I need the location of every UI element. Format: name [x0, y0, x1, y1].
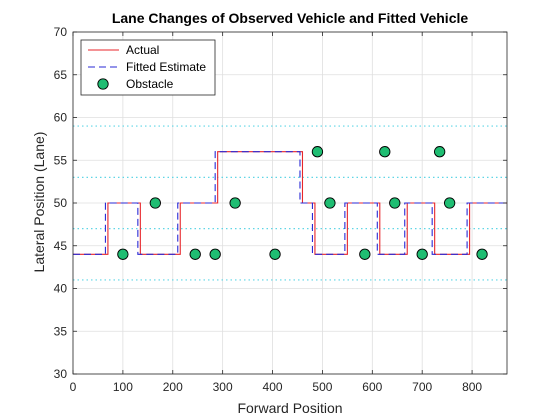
legend-fitted-estimate-label: Fitted Estimate	[126, 60, 206, 74]
legend-obstacle-label: Obstacle	[126, 77, 174, 91]
y-tick-label: 65	[54, 68, 68, 82]
tick-marks: 0 100 200 300 400 500 600 700 800 30 35 40 45 50 55 60 6…	[54, 25, 507, 394]
obstacle-point	[434, 146, 446, 158]
x-tick-label: 800	[462, 380, 482, 394]
lane-boundary-lines	[73, 125, 507, 281]
series-actual-line	[73, 151, 507, 255]
x-tick-label: 0	[70, 380, 77, 394]
obstacle-point	[149, 197, 161, 209]
plot-area: 0 100 200 300 400 500 600 700 800 30 35 40 45 50 55 60 6…	[54, 25, 508, 394]
x-tick-label: 200	[163, 380, 183, 394]
y-tick-label: 45	[54, 239, 68, 253]
obstacle-point	[229, 197, 241, 209]
x-axis-label: Forward Position	[237, 400, 342, 416]
legend-obstacle-swatch	[97, 78, 109, 90]
series-layer	[73, 146, 507, 260]
x-tick-label: 400	[263, 380, 283, 394]
y-axis-label: Lateral Position (Lane)	[31, 132, 47, 273]
series-fitted-estimate-line	[73, 151, 507, 255]
legend-actual-label: Actual	[126, 43, 159, 57]
y-tick-label: 50	[54, 196, 68, 210]
legend: Actual Fitted Estimate Obstacle	[80, 39, 216, 96]
y-tick-label: 40	[54, 282, 68, 296]
x-tick-label: 700	[412, 380, 432, 394]
x-tick-label: 600	[362, 380, 382, 394]
obstacle-point	[476, 248, 488, 260]
obstacle-point	[389, 197, 401, 209]
obstacle-point	[379, 146, 391, 158]
y-tick-label: 60	[54, 111, 68, 125]
chart-title: Lane Changes of Observed Vehicle and Fit…	[112, 10, 469, 26]
obstacle-point	[443, 197, 456, 209]
y-tick-label: 70	[54, 25, 68, 39]
obstacle-point	[189, 248, 201, 260]
x-tick-label: 500	[312, 380, 332, 394]
obstacle-point	[117, 248, 129, 260]
obstacle-point	[359, 248, 371, 260]
obstacle-point	[416, 248, 428, 260]
x-tick-label: 100	[113, 380, 133, 394]
x-tick-label: 300	[213, 380, 233, 394]
obstacle-point	[269, 248, 281, 260]
y-tick-label: 30	[54, 367, 68, 381]
obstacle-point	[209, 248, 221, 260]
y-tick-label: 35	[54, 324, 68, 338]
obstacle-point	[324, 197, 336, 209]
y-tick-label: 55	[54, 153, 68, 167]
obstacle-point	[311, 146, 324, 158]
